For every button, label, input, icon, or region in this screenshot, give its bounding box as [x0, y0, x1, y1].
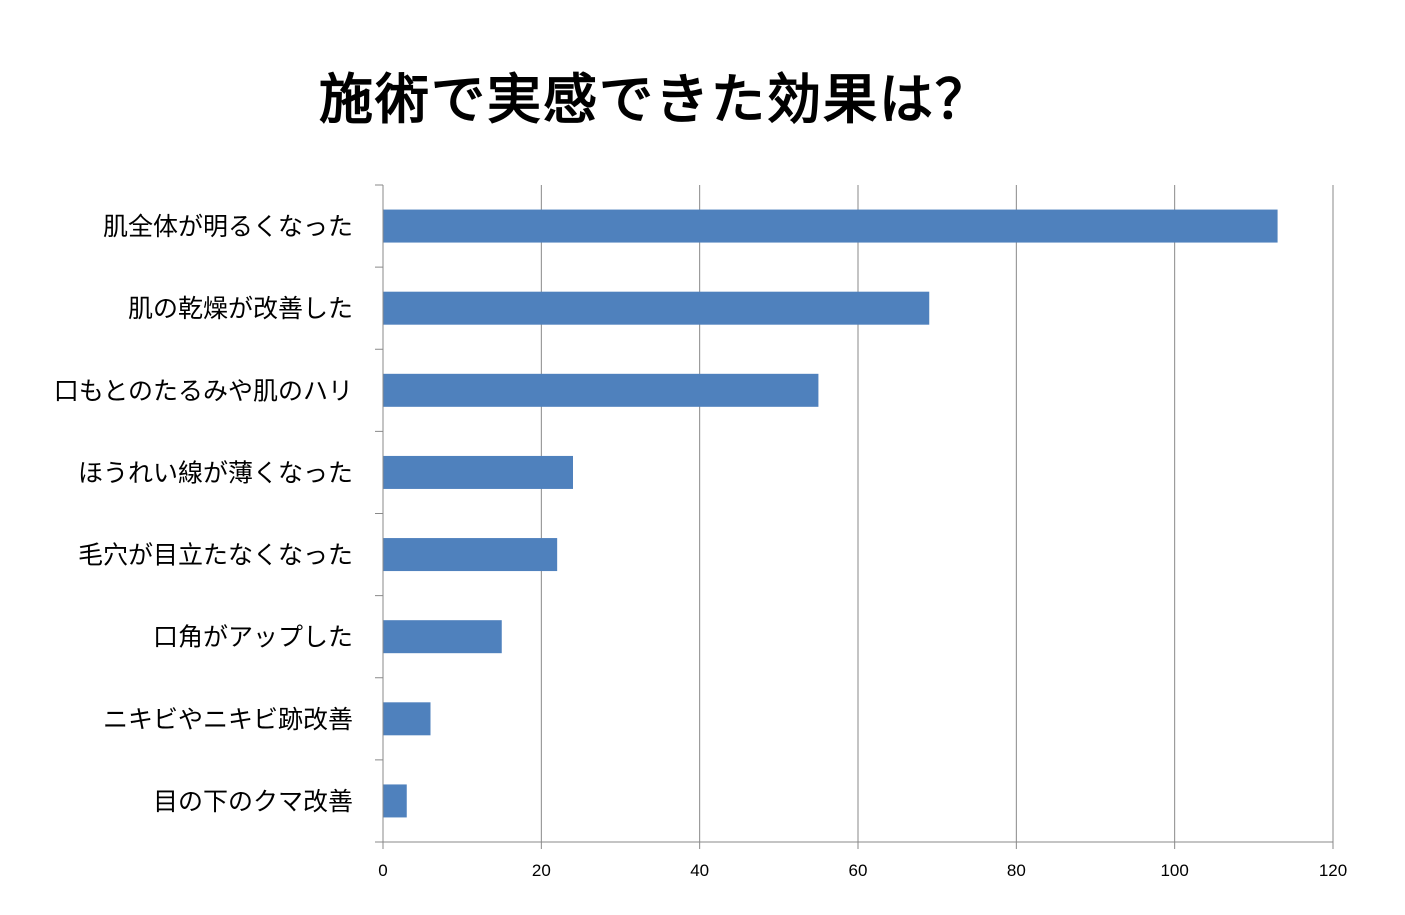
gridlines [540, 185, 1334, 842]
category-label: 肌全体が明るくなった [103, 212, 353, 241]
bar [383, 373, 819, 407]
category-labels: 肌全体が明るくなった肌の乾燥が改善した口もとのたるみや肌のハリほうれい線が薄くな… [54, 212, 353, 816]
bar [383, 455, 573, 489]
category-label: 口角がアップした [153, 623, 353, 652]
category-label: ニキビやニキビ跡改善 [103, 705, 353, 734]
x-tick-label: 40 [690, 861, 709, 880]
bar [383, 620, 502, 654]
category-label: 口もとのたるみや肌のハリ [54, 376, 353, 405]
category-label: 目の下のクマ改善 [153, 787, 353, 816]
chart-title: 施術で実感できた効果は？ [319, 68, 991, 131]
x-tick-label: 60 [849, 861, 868, 880]
bar [383, 702, 431, 736]
bars [383, 209, 1278, 818]
category-label: ほうれい線が薄くなった [78, 458, 353, 487]
bar [383, 291, 930, 325]
category-label: 肌の乾燥が改善した [128, 294, 353, 323]
bar [383, 538, 558, 572]
x-tick-label: 80 [1007, 861, 1026, 880]
bar [383, 209, 1278, 243]
x-tick-label: 120 [1319, 861, 1347, 880]
x-tick-label: 0 [378, 861, 387, 880]
bar [383, 784, 407, 818]
x-tick-label: 100 [1160, 861, 1188, 880]
x-tick-labels: 0 20 40 60 80 100 120 [378, 861, 1347, 880]
x-tick-label: 20 [532, 861, 551, 880]
axes [375, 184, 1334, 849]
category-label: 毛穴が目立たなくなった [78, 541, 353, 570]
